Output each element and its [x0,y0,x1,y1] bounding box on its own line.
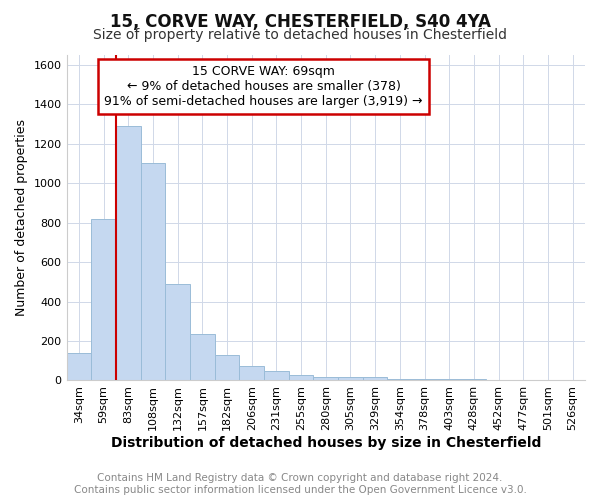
Text: 15 CORVE WAY: 69sqm
← 9% of detached houses are smaller (378)
91% of semi-detach: 15 CORVE WAY: 69sqm ← 9% of detached hou… [104,65,423,108]
Bar [67,353,91,380]
Bar [91,218,116,380]
Text: Contains HM Land Registry data © Crown copyright and database right 2024.
Contai: Contains HM Land Registry data © Crown c… [74,474,526,495]
Bar [363,378,388,380]
Bar [190,334,215,380]
Bar [264,370,289,380]
Bar [289,374,313,380]
Bar [165,284,190,380]
Bar [116,126,140,380]
X-axis label: Distribution of detached houses by size in Chesterfield: Distribution of detached houses by size … [110,436,541,450]
Bar [313,376,338,380]
Y-axis label: Number of detached properties: Number of detached properties [15,119,28,316]
Text: 15, CORVE WAY, CHESTERFIELD, S40 4YA: 15, CORVE WAY, CHESTERFIELD, S40 4YA [110,12,491,30]
Bar [338,376,363,380]
Bar [140,164,165,380]
Bar [215,355,239,380]
Text: Size of property relative to detached houses in Chesterfield: Size of property relative to detached ho… [93,28,507,42]
Bar [239,366,264,380]
Bar [388,379,412,380]
